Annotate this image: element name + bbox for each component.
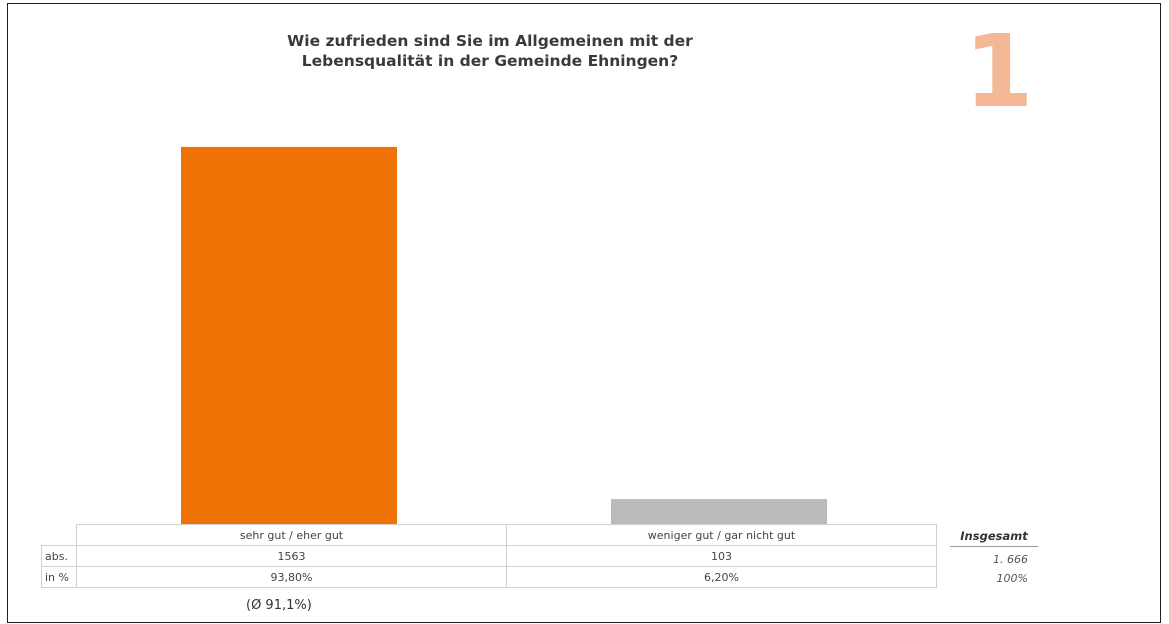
table-header-row: sehr gut / eher gut weniger gut / gar ni… <box>41 524 937 546</box>
abs-value-1: 103 <box>506 545 937 567</box>
category-label-1: weniger gut / gar nicht gut <box>506 524 937 546</box>
total-divider <box>950 546 1038 547</box>
bar-1 <box>611 499 827 524</box>
chart-title-line-2: Lebensqualität in der Gemeinde Ehningen? <box>301 52 679 70</box>
total-abs: 1. 666 <box>993 553 1028 566</box>
chart-title: Wie zufrieden sind Sie im Allgemeinen mi… <box>240 31 740 71</box>
data-table: sehr gut / eher gut weniger gut / gar ni… <box>41 524 937 588</box>
chart-title-line-1: Wie zufrieden sind Sie im Allgemeinen mi… <box>287 32 693 50</box>
chart-frame <box>7 3 1161 623</box>
total-pct: 100% <box>996 572 1028 585</box>
pct-value-0: 93,80% <box>76 566 507 588</box>
table-corner <box>41 524 77 546</box>
row-label-pct: in % <box>41 566 77 588</box>
table-row-abs: abs. 1563 103 <box>41 545 937 567</box>
category-label-0: sehr gut / eher gut <box>76 524 507 546</box>
row-label-abs: abs. <box>41 545 77 567</box>
bar-0 <box>181 146 397 524</box>
mean-note: (Ø 91,1%) <box>246 598 312 613</box>
abs-value-0: 1563 <box>76 545 507 567</box>
total-label: Insgesamt <box>960 529 1028 543</box>
pct-value-1: 6,20% <box>506 566 937 588</box>
question-number: 1 <box>964 13 1034 130</box>
table-row-pct: in % 93,80% 6,20% <box>41 566 937 588</box>
